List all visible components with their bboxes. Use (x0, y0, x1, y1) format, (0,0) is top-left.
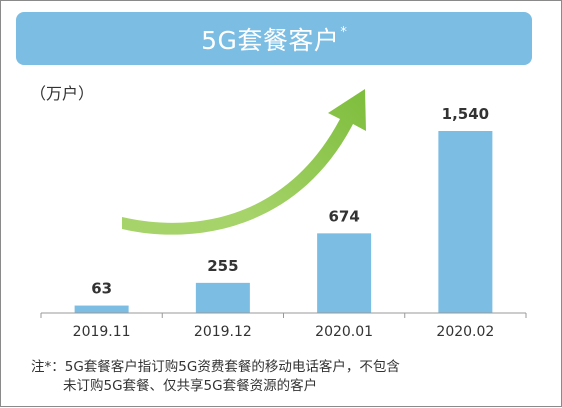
value-label-2019.11: 63 (91, 280, 112, 298)
y-unit-label: （万户） (30, 84, 95, 103)
x-tick-label-2019.12: 2019.12 (194, 324, 252, 340)
x-tick-label-2019.11: 2019.11 (73, 324, 131, 340)
bar-2020.02 (438, 131, 493, 313)
x-tick-label-2020.01: 2020.01 (315, 324, 373, 340)
value-label-2020.01: 674 (328, 207, 359, 225)
bar-2019.12 (195, 282, 250, 313)
footnote-line-1: 注*：5G套餐客户指订购5G资费套餐的移动电话客户，不包含 (31, 359, 400, 375)
chart-title: 5G套餐客户 (201, 25, 340, 55)
value-label-2019.12: 255 (207, 257, 238, 275)
bar-2019.11 (74, 305, 129, 313)
title-banner: 5G套餐客户 * (16, 12, 532, 65)
trend-arrow (122, 89, 366, 235)
title-footnote-mark: * (340, 25, 347, 40)
footnote: 注*：5G套餐客户指订购5G资费套餐的移动电话客户，不包含 未订购5G套餐、仅共… (31, 358, 400, 396)
bar-2020.01 (317, 233, 372, 313)
value-label-2020.02: 1,540 (442, 105, 489, 123)
footnote-line-2: 未订购5G套餐、仅共享5G套餐资源的客户 (63, 378, 318, 394)
x-tick-label-2020.02: 2020.02 (436, 324, 494, 340)
